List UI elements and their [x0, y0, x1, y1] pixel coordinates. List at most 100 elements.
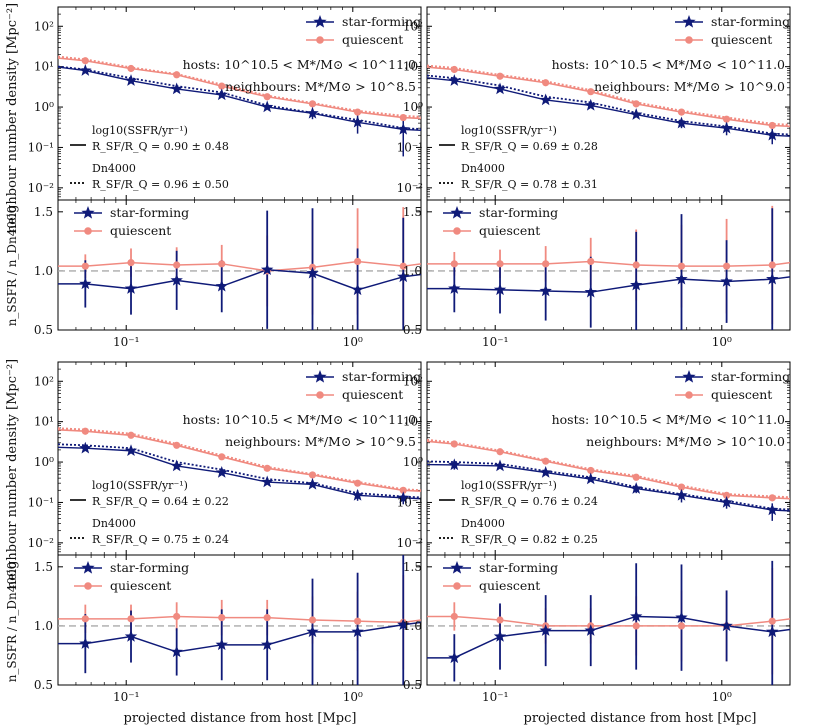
ratio-marker-star-forming: [493, 283, 507, 296]
density-ytick-label: 10¹: [403, 415, 423, 429]
method-label-dn4000: Dn4000: [461, 162, 505, 175]
marker-star-forming: [124, 74, 138, 86]
marker-quiescent: [587, 88, 595, 96]
marker-quiescent: [587, 466, 595, 475]
ratio-legend-marker-star-forming: [450, 561, 464, 574]
xtick-label: 10⁰: [712, 335, 732, 349]
method-label-ssfr: log10(SSFR/yr⁻¹): [461, 124, 557, 137]
ratio-marker-quiescent: [496, 616, 504, 624]
ratio-marker-quiescent: [677, 262, 686, 270]
marker-quiescent: [722, 491, 731, 499]
marker-star-forming: [351, 115, 364, 128]
ratio-legend-marker-quiescent: [453, 227, 461, 235]
ratio-marker-star-forming: [448, 651, 461, 664]
ratio-text-ssfr: R_SF/R_Q = 0.90 ± 0.48: [92, 140, 229, 153]
ratio-series-star-forming: [427, 615, 790, 659]
ratio-marker-star-forming: [630, 609, 643, 622]
series-quiescent: [58, 428, 421, 492]
legend-marker-star-forming: [313, 370, 327, 383]
series-star-forming: [58, 446, 421, 500]
xlabel-right: projected distance from host [Mpc]: [524, 711, 757, 726]
density-ytick-label: 10⁰: [34, 455, 54, 469]
marker-star-forming: [448, 74, 461, 86]
ratio-lines: [58, 555, 421, 685]
marker-star-forming: [170, 459, 183, 472]
series-star-forming: [58, 66, 421, 131]
hosts-annotation: hosts: 10^10.5 < M*/M⊙ < 10^11.0: [183, 412, 416, 427]
marker-star-forming: [539, 466, 552, 478]
ratio-marker-quiescent: [173, 261, 181, 269]
ratio-legend-label-star-forming: star-forming: [110, 560, 189, 575]
xtick-label: 10⁻¹: [482, 335, 508, 349]
marker-quiescent: [353, 479, 362, 487]
density-ytick-label: 10⁻²: [28, 181, 55, 195]
series-quiescent-dn4000: [427, 438, 790, 499]
ratio-marker-star-forming: [170, 273, 183, 286]
series-star-forming-dn4000: [427, 74, 790, 136]
ratio-marker-star-forming: [397, 618, 410, 630]
legend-label-quiescent: quiescent: [342, 387, 403, 402]
ylabel-ratio-bottom: n_SSFR / n_Dn4000: [5, 562, 19, 683]
marker-quiescent: [399, 486, 407, 494]
marker-star-forming: [766, 503, 779, 516]
density-ytick-label: 10⁻¹: [397, 140, 423, 154]
series-quiescent: [58, 57, 421, 120]
ratio-series-star-forming: [427, 276, 790, 293]
ratio-marker-star-forming: [351, 625, 364, 638]
series-star-forming-dn4000: [427, 460, 790, 511]
ratio-text-dn4000: R_SF/R_Q = 0.96 ± 0.50: [92, 178, 229, 191]
density-ytick-label: 10⁻¹: [397, 495, 423, 509]
marker-quiescent: [263, 464, 271, 472]
ratio-marker-star-forming: [397, 270, 410, 283]
ratio-legend-marker-star-forming: [81, 206, 95, 219]
ratio-ytick-label: 0.5: [34, 678, 53, 692]
ratio-marker-quiescent: [587, 257, 595, 266]
ratio-text-dn4000: R_SF/R_Q = 0.82 ± 0.25: [461, 533, 598, 546]
marker-quiescent: [450, 440, 458, 448]
ratio-marker-star-forming: [584, 624, 597, 636]
density-lines: [427, 64, 790, 137]
marker-star-forming: [306, 106, 319, 119]
marker-star-forming: [79, 441, 92, 454]
ratio-legend-label-quiescent: quiescent: [479, 578, 540, 593]
marker-quiescent: [308, 471, 317, 479]
ratio-marker-quiescent: [263, 614, 271, 622]
legend-marker-quiescent: [316, 391, 324, 399]
ratio-axes-frame: [426, 199, 791, 331]
ratio-marker-star-forming: [584, 285, 597, 298]
ratio-lines: [58, 207, 421, 330]
xtick-label: 10⁻¹: [113, 335, 139, 349]
ratio-marker-star-forming: [493, 630, 507, 642]
legend-label-star-forming: star-forming: [711, 369, 790, 384]
marker-quiescent: [263, 93, 271, 101]
ratio-marker-quiescent: [632, 622, 640, 630]
xtick-label: 10⁻¹: [113, 690, 139, 704]
marker-star-forming: [584, 472, 597, 485]
ratio-marker-quiescent: [81, 262, 89, 270]
hosts-annotation: hosts: 10^10.5 < M*/M⊙ < 10^11.0: [552, 57, 785, 72]
ylabel-density-top: neighbour number density [Mpc⁻²]: [5, 3, 20, 233]
panel-top-right: 10⁻² 10⁻¹ 10⁰ 10¹ 10² star-forming quiescent ho…: [397, 6, 791, 349]
density-lines: [58, 427, 421, 500]
legend-label-quiescent: quiescent: [711, 32, 772, 47]
density-ytick-label: 10²: [34, 19, 54, 33]
ratio-marker-star-forming: [766, 625, 779, 638]
ratio-series-quiescent: [427, 260, 790, 267]
method-label-dn4000: Dn4000: [92, 162, 136, 175]
ratio-ytick-label: 1.0: [403, 619, 422, 633]
ratio-marker-quiescent: [353, 617, 362, 625]
neighbours-annotation: neighbours: M*/M⊙ > 10^9.0: [594, 79, 785, 94]
series-quiescent-dn4000: [58, 55, 421, 119]
marker-quiescent: [768, 494, 776, 502]
marker-quiescent: [496, 448, 504, 456]
ratio-marker-star-forming: [351, 283, 364, 296]
marker-star-forming: [630, 482, 643, 494]
ratio-ytick-label: 1.5: [34, 205, 53, 219]
legend-marker-quiescent: [685, 36, 693, 44]
ratio-legend-marker-star-forming: [450, 206, 464, 219]
density-ytick-label: 10²: [403, 374, 423, 388]
neighbours-annotation: neighbours: M*/M⊙ > 10^10.0: [586, 434, 785, 449]
marker-star-forming: [630, 108, 643, 120]
marker-star-forming: [675, 488, 688, 501]
marker-star-forming: [493, 82, 507, 95]
